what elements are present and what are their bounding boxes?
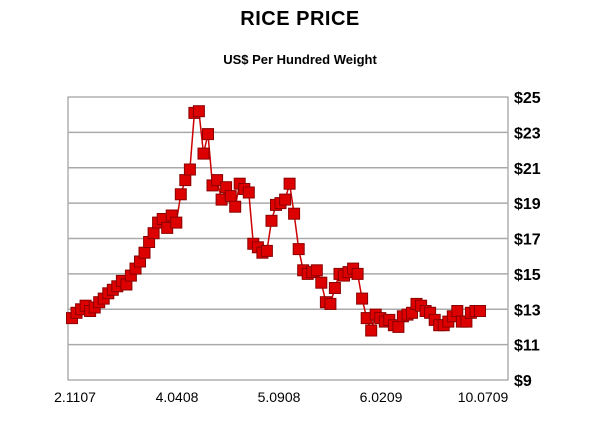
data-point	[310, 264, 323, 277]
x-axis-ticks: 2.1107 4.0408 5.0908 6.0209 10.0709	[54, 389, 508, 405]
data-point	[328, 282, 341, 294]
data-point	[192, 105, 205, 118]
data-point	[283, 177, 296, 190]
data-point	[260, 244, 273, 257]
data-point	[392, 320, 405, 333]
data-point	[170, 216, 183, 229]
y-tick-label: $15	[514, 267, 541, 284]
x-tick-label: 5.0908	[258, 389, 301, 405]
y-tick-label: $21	[514, 161, 541, 178]
data-point	[138, 246, 151, 259]
data-point	[315, 276, 328, 289]
x-tick-label: 10.0709	[458, 389, 509, 405]
y-axis-ticks: $25 $23 $21 $19 $17 $15 $13 $11 $9	[514, 90, 541, 390]
data-point	[324, 297, 337, 310]
chart-title: RICE PRICE	[240, 8, 360, 30]
x-tick-label: 2.1107	[54, 389, 96, 405]
data-point	[292, 243, 305, 256]
y-tick-label: $13	[514, 302, 541, 319]
data-point	[202, 128, 214, 141]
data-point	[365, 324, 378, 337]
data-point	[451, 305, 464, 317]
y-tick-label: $19	[514, 196, 541, 213]
series-markers	[66, 105, 486, 337]
data-point	[179, 174, 192, 187]
data-point	[229, 200, 242, 213]
data-point	[279, 193, 292, 206]
data-point	[183, 163, 196, 176]
data-point	[265, 214, 278, 227]
y-tick-label: $23	[514, 125, 541, 142]
data-point	[474, 305, 486, 317]
data-point	[224, 190, 237, 203]
data-point	[174, 188, 187, 201]
y-tick-label: $25	[514, 90, 541, 107]
y-tick-label: $17	[514, 232, 541, 249]
data-point	[197, 147, 210, 160]
data-point	[288, 207, 301, 220]
y-tick-label: $11	[514, 338, 540, 355]
y-tick-label: $9	[514, 373, 532, 390]
data-point	[242, 186, 255, 199]
data-point	[356, 292, 369, 305]
data-point	[147, 227, 160, 240]
x-tick-label: 4.0408	[156, 389, 199, 405]
x-tick-label: 6.0209	[360, 389, 403, 405]
data-point	[351, 267, 364, 280]
data-point	[211, 174, 224, 187]
chart-subtitle: US$ Per Hundred Weight	[223, 52, 377, 67]
